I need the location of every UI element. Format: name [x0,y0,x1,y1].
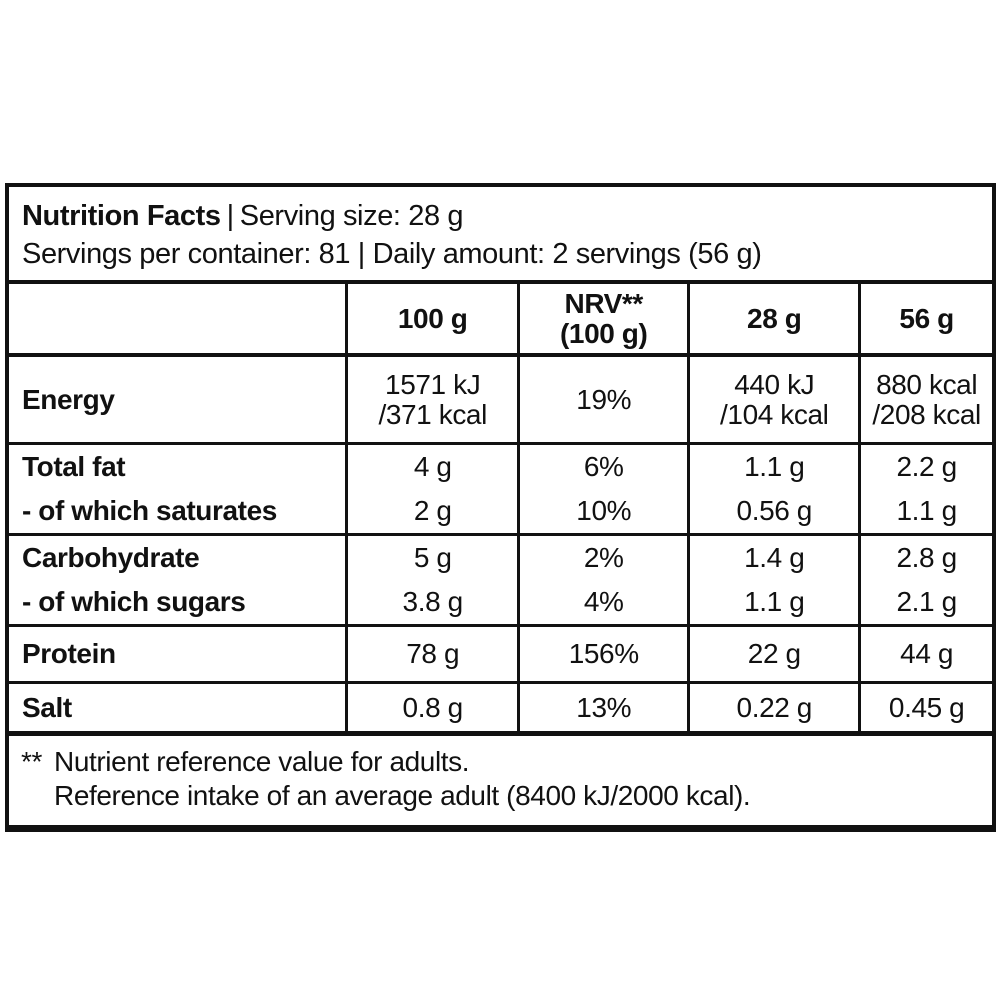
column-header-100g: 100 g [345,284,517,353]
column-header-28g: 28 g [687,284,858,353]
cell-nrv: 2% [517,536,687,580]
table-row-protein: Protein 78 g 156% 22 g 44 g [9,627,992,684]
label-footnote: ** Nutrient reference value for adults. … [9,736,992,825]
cell-56g: 0.45 g [858,684,992,731]
column-header-nrv: NRV** (100 g) [517,284,687,353]
cell-28g: 440 kJ /104 kcal [687,357,858,442]
cell-nrv: 13% [517,684,687,731]
row-label: Energy [22,383,115,415]
cell-100g: 3.8 g [345,580,517,624]
column-header-56g: 56 g [858,284,992,353]
footnote-text-1: Nutrient reference value for adults. [54,746,470,777]
header-separator: | [226,200,235,232]
row-label: - of which saturates [22,495,277,526]
cell-56g: 880 kcal /208 kcal [858,357,992,442]
cell-56g: 44 g [858,627,992,681]
table-row-energy: Energy 1571 kJ /371 kcal 19% 440 kJ /104… [9,357,992,445]
footnote-line-2: Reference intake of an average adult (84… [21,779,978,813]
footnote-line-1: ** Nutrient reference value for adults. [21,745,978,779]
cell-nrv: 4% [517,580,687,624]
row-label: Salt [22,691,72,723]
cell-56g: 2.2 g [858,445,992,489]
cell-28g: 1.1 g [687,580,858,624]
cell-28g: 22 g [687,627,858,681]
cell-56g: 2.8 g [858,536,992,580]
cell-nrv: 6% [517,445,687,489]
row-label: - of which sugars [22,586,246,617]
column-header-blank [9,284,345,353]
table-row-salt: Salt 0.8 g 13% 0.22 g 0.45 g [9,684,992,736]
footnote-marker: ** [21,746,42,777]
table-row-saturates: - of which saturates 2 g 10% 0.56 g 1.1 … [9,489,992,536]
cell-100g: 5 g [345,536,517,580]
table-row-total-fat: Total fat 4 g 6% 1.1 g 2.2 g [9,445,992,489]
cell-100g: 4 g [345,445,517,489]
cell-100g: 1571 kJ /371 kcal [345,357,517,442]
cell-100g: 78 g [345,627,517,681]
table-row-carbohydrate: Carbohydrate 5 g 2% 1.4 g 2.8 g [9,536,992,580]
cell-28g: 1.4 g [687,536,858,580]
cell-100g: 2 g [345,489,517,533]
cell-28g: 0.56 g [687,489,858,533]
table-row-sugars: - of which sugars 3.8 g 4% 1.1 g 2.1 g [9,580,992,627]
cell-nrv: 156% [517,627,687,681]
row-label: Carbohydrate [22,542,200,573]
nutrition-facts-table: Nutrition Facts | Serving size: 28 g Servi… [5,183,996,832]
cell-56g: 1.1 g [858,489,992,533]
row-label: Protein [22,638,116,669]
servings-per-container-text: Servings per container: 81 | Daily amoun… [22,238,762,270]
cell-nrv: 19% [517,357,687,442]
label-title: Nutrition Facts [22,200,221,232]
serving-size-text: Serving size: 28 g [239,200,464,232]
cell-56g: 2.1 g [858,580,992,624]
column-header-row: 100 g NRV** (100 g) 28 g 56 g [9,284,992,357]
footnote-text-2: Reference intake of an average adult (84… [54,780,751,811]
cell-28g: 0.22 g [687,684,858,731]
cell-28g: 1.1 g [687,445,858,489]
header-line-2: Servings per container: 81 | Daily amoun… [22,235,992,273]
row-label: Total fat [22,451,126,482]
cell-nrv: 10% [517,489,687,533]
cell-100g: 0.8 g [345,684,517,731]
label-header: Nutrition Facts | Serving size: 28 g Servi… [9,187,992,284]
header-line-1: Nutrition Facts | Serving size: 28 g [22,197,992,235]
